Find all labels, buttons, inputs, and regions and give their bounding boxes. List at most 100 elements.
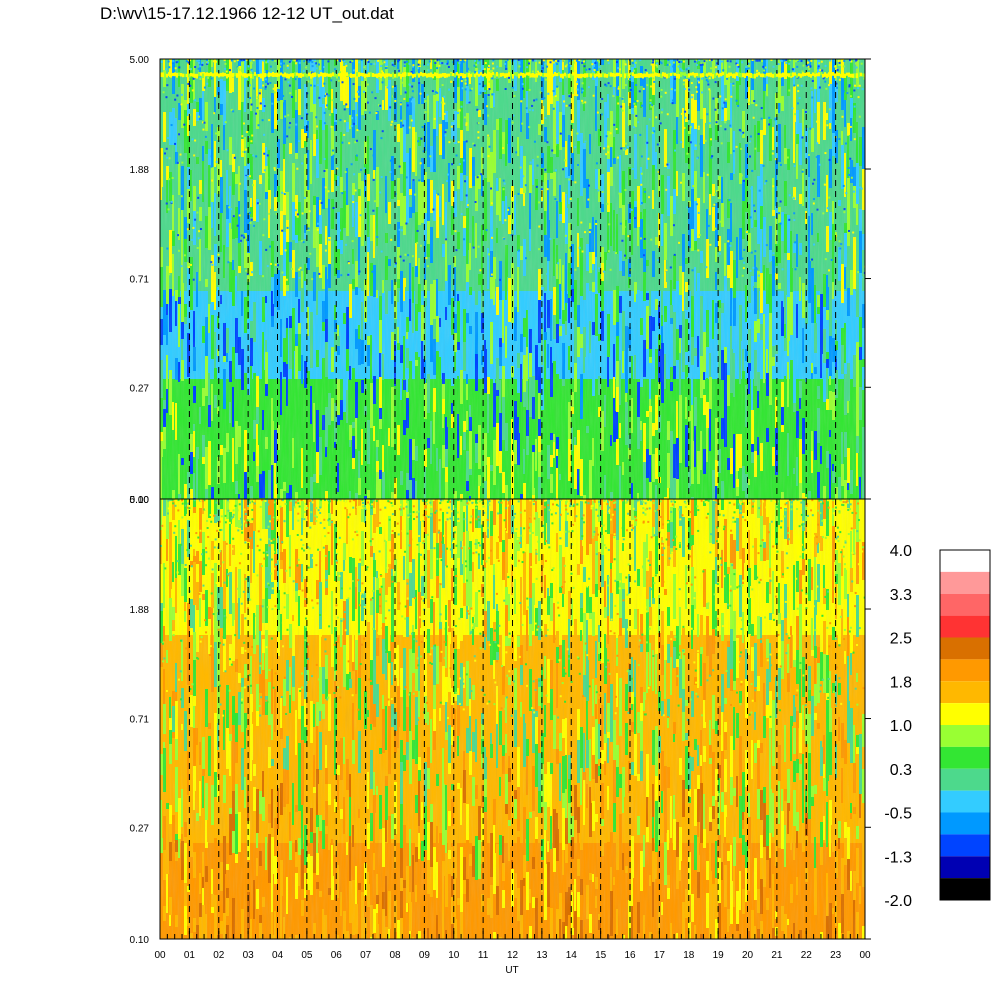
heatmap-cell [308,72,310,77]
heatmap-cell [638,73,640,78]
heatmap-cell [196,73,198,79]
heatmap-cell [788,73,790,78]
heatmap-cell [830,72,832,78]
heatmap-cell [178,72,180,77]
heatmap-cell [390,73,392,77]
heatmap-cell [324,72,326,77]
heatmap-cell [536,73,538,78]
heatmap-cell [362,72,364,77]
heatmap-cell [750,72,752,78]
heatmap-cell [254,72,256,76]
heatmap-cell [236,73,238,78]
heatmap-cell [248,73,250,77]
heatmap-cell [766,72,768,77]
heatmap-cell [166,73,168,78]
heatmap-cell [812,72,814,76]
heatmap-cell [566,73,568,77]
heatmap-cell [860,72,862,77]
heatmap-cell [546,73,548,77]
heatmap-cell [678,73,680,79]
heatmap-cell [384,73,386,79]
heatmap-cell [560,73,562,78]
heatmap-cell [212,73,214,77]
heatmap-cell [550,72,552,76]
heatmap-cell [306,73,308,78]
heatmap-cell [792,72,794,78]
heatmap-cell [336,73,338,79]
heatmap-cell [836,72,838,76]
heatmap-cell [826,73,828,78]
heatmap-cell [460,72,462,77]
heatmap-cell [526,72,528,76]
heatmap-cell [372,72,374,77]
heatmap-cell [380,73,382,79]
heatmap-cell [430,72,432,78]
heatmap-cell [640,72,642,78]
heatmap-cell [504,73,506,78]
heatmap-cell [312,72,314,78]
heatmap-cell [192,73,194,77]
heatmap-cell [218,73,220,78]
heatmap-cell [444,72,446,78]
heatmap-cell [522,72,524,78]
heatmap-cell [706,73,708,77]
heatmap-cell [520,72,522,76]
heatmap-cell [370,72,372,77]
heatmap-cell [290,73,292,77]
heatmap-cell [658,73,660,77]
heatmap-cell [478,73,480,77]
heatmap-cell [580,73,582,79]
heatmap-cell [534,73,536,78]
heatmap-cell [262,73,264,78]
lower-spectrogram-panel [160,499,865,939]
heatmap-cell [188,73,190,77]
heatmap-cell [448,73,450,77]
heatmap-cell [754,73,756,79]
heatmap-cell [286,73,288,79]
heatmap-cell [240,72,242,76]
heatmap-cell [760,73,762,78]
heatmap-cell [698,73,700,77]
heatmap-cell [538,72,540,76]
heatmap-cell [702,73,704,78]
heatmap-cell [532,72,534,78]
heatmap-cell [862,73,864,77]
heatmap-cell [434,72,436,77]
heatmap-cell [488,73,490,77]
heatmap-cell [326,73,328,77]
heatmap-cell [684,72,686,77]
heatmap-cell [512,73,514,79]
heatmap-cell [622,72,624,77]
heatmap-cell [424,72,426,77]
heatmap-cell [852,73,854,78]
heatmap-cell [530,73,532,78]
heatmap-cell [632,72,634,77]
heatmap-cell [490,73,492,78]
heatmap-cell [472,72,474,77]
heatmap-cell [718,73,720,78]
heatmap-cell [614,73,616,78]
heatmap-cell [834,73,836,79]
heatmap-cell [558,72,560,76]
heatmap-cell [270,72,272,77]
heatmap-cell [334,73,336,77]
heatmap-cell [854,73,856,78]
heatmap-cell [396,73,398,78]
heatmap-cell [548,72,550,78]
heatmap-cell [850,73,852,78]
heatmap-cell [344,73,346,77]
heatmap-cell [224,72,226,77]
heatmap-cell [354,73,356,78]
heatmap-cell [408,72,410,77]
heatmap-cell [752,73,754,79]
heatmap-cell [514,72,516,76]
heatmap-cell [230,73,232,77]
heatmap-cell [234,72,236,77]
heatmap-cell [624,73,626,79]
heatmap-cell [738,72,740,78]
chart-title: D:\wv\15-17.12.1966 12-12 UT_out.dat [100,4,394,23]
heatmap-cell [198,72,200,77]
heatmap-cell [404,72,406,77]
heatmap-cell [528,72,530,76]
heatmap-cell [164,72,166,78]
